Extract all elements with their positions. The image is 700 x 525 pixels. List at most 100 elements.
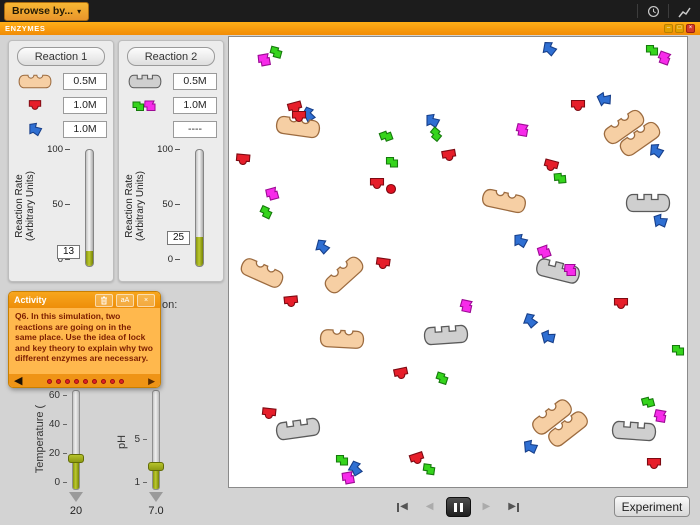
activity-dot[interactable] bbox=[82, 379, 88, 384]
substrate-blue-shape bbox=[652, 212, 671, 231]
enzyme-peach-shape bbox=[544, 407, 593, 451]
temperature-slider-fill bbox=[73, 457, 79, 489]
next-question-arrow[interactable]: ▶ bbox=[148, 376, 155, 386]
activity-dot[interactable] bbox=[46, 379, 52, 384]
substrate-green-shape bbox=[433, 369, 451, 387]
reaction1-gauge-fill bbox=[86, 250, 93, 266]
substrate-blue-shape bbox=[521, 311, 542, 332]
step-back-icon[interactable]: ◀ bbox=[420, 501, 440, 513]
activity-dot[interactable] bbox=[55, 379, 61, 384]
substrate-magenta-shape bbox=[655, 49, 673, 67]
trash-icon[interactable] bbox=[95, 293, 113, 307]
ph-slider-thumb[interactable] bbox=[148, 462, 164, 471]
reaction1-label: Reaction 1 bbox=[34, 50, 88, 63]
enzyme-peach-shape bbox=[479, 186, 528, 215]
activity-dot[interactable] bbox=[100, 379, 106, 384]
substrate-blue-shape bbox=[541, 40, 560, 59]
substrate-blue-shape bbox=[539, 327, 559, 347]
reaction2-substrate2-row: ---- bbox=[119, 117, 223, 141]
substrate-magenta-shape bbox=[340, 470, 356, 486]
substrate-magenta-shape bbox=[563, 263, 577, 277]
browse-by-label: Browse by... bbox=[12, 5, 74, 17]
substrate-magenta-shape bbox=[652, 408, 668, 424]
enzyme-peach-shape bbox=[528, 395, 577, 439]
window-titlebar: ENZYMES – □ × bbox=[0, 22, 700, 35]
substrate-blue-shape bbox=[345, 458, 367, 480]
reaction1-button[interactable]: Reaction 1 bbox=[17, 47, 105, 66]
toolbar-divider bbox=[668, 4, 669, 18]
temp-tick-label: 20 bbox=[48, 448, 60, 459]
substrate-magenta-shape bbox=[514, 122, 530, 138]
substrate-green-shape bbox=[421, 461, 437, 477]
activity-dot[interactable] bbox=[64, 379, 70, 384]
activity-dot[interactable] bbox=[109, 379, 115, 384]
temperature-slider-track[interactable] bbox=[72, 390, 80, 490]
font-size-button[interactable]: aA bbox=[116, 293, 134, 307]
temperature-slider-thumb[interactable] bbox=[68, 454, 84, 463]
maximize-icon[interactable]: □ bbox=[675, 24, 684, 33]
substrate-green-shape bbox=[426, 124, 446, 144]
reaction2-enzyme-row: 0.5M bbox=[119, 69, 223, 93]
substrate-blue-shape bbox=[522, 438, 539, 455]
ph-value: 7.0 bbox=[148, 505, 164, 517]
substrate-magenta-shape bbox=[458, 298, 475, 315]
substrate-red-shape bbox=[369, 177, 385, 190]
playback-bar: ◀ ◀ ▶ ▶ bbox=[228, 492, 688, 522]
activity-dot[interactable] bbox=[118, 379, 124, 384]
ph-slider: pH 5 1 7.0 bbox=[106, 358, 182, 525]
substrate-red-shape bbox=[374, 256, 392, 271]
prev-question-arrow[interactable]: ◀ bbox=[14, 375, 23, 387]
substrate-green-shape bbox=[335, 453, 349, 467]
activity-header[interactable]: Activity aA × bbox=[9, 292, 160, 308]
substrate-green-shape bbox=[377, 127, 395, 145]
substrate-green-shape bbox=[552, 170, 567, 185]
skip-to-end-icon[interactable]: ▶ bbox=[502, 501, 525, 513]
substrate-red-shape bbox=[291, 110, 307, 123]
section-label-fragment: on: bbox=[162, 299, 178, 311]
timer-icon[interactable] bbox=[645, 3, 661, 19]
minimize-icon[interactable]: – bbox=[664, 24, 673, 33]
browse-by-button[interactable]: Browse by... ▾ bbox=[4, 1, 90, 21]
reaction2-substrate1-concentration: 1.0M bbox=[173, 96, 217, 114]
reaction2-button[interactable]: Reaction 2 bbox=[127, 47, 215, 66]
chevron-down-icon: ▾ bbox=[77, 6, 82, 16]
simulation-canvas bbox=[228, 36, 688, 488]
reaction2-substrate1-row: 1.0M bbox=[119, 93, 223, 117]
experiment-button[interactable]: Experiment bbox=[614, 496, 690, 517]
temperature-slider: Temperature ( 60 40 20 0 20 bbox=[26, 358, 102, 525]
toolbar-divider bbox=[637, 4, 638, 18]
chart-icon[interactable] bbox=[676, 3, 692, 19]
reaction1-panel: Reaction 1 0.5M 1.0M 1.0M Reaction Rate(… bbox=[8, 40, 114, 282]
substrate-green-shape bbox=[257, 203, 276, 222]
substrate-red-shape bbox=[542, 157, 561, 174]
substrate-red-shape bbox=[613, 297, 629, 310]
popup-close-icon[interactable]: × bbox=[137, 293, 155, 307]
substrate-blue-shape bbox=[513, 233, 529, 249]
gauge-tick-label: 50 bbox=[37, 199, 70, 210]
ph-slider-track[interactable] bbox=[152, 390, 160, 490]
activity-dot[interactable] bbox=[73, 379, 79, 384]
reaction1-gauge-value: 13 bbox=[57, 244, 80, 259]
reaction2-gauge-label: Reaction Rate (Arbitrary Units) bbox=[124, 171, 146, 242]
skip-to-start-icon[interactable]: ◀ bbox=[391, 501, 414, 513]
reaction2-gauge-track bbox=[195, 149, 204, 267]
product-dot-shape bbox=[385, 183, 397, 195]
pause-button[interactable] bbox=[445, 497, 471, 517]
step-forward-icon[interactable]: ▶ bbox=[477, 501, 497, 513]
activity-dot[interactable] bbox=[91, 379, 97, 384]
reaction1-substrate2-row: 1.0M bbox=[9, 117, 113, 141]
substrate-magenta-shape bbox=[256, 52, 272, 68]
activity-title: Activity bbox=[14, 295, 47, 305]
substrate-red-shape bbox=[440, 148, 458, 164]
substrate-red-icon bbox=[15, 99, 55, 111]
substrate-red-shape bbox=[282, 294, 299, 309]
reaction2-panel: Reaction 2 0.5M 1.0M ---- Reaction Rate(… bbox=[118, 40, 224, 282]
close-icon[interactable]: × bbox=[686, 24, 695, 33]
reaction1-gauge-track bbox=[85, 149, 94, 267]
substrate-green-shape bbox=[385, 155, 399, 169]
enzyme-gray-shape bbox=[610, 419, 657, 442]
window-title: ENZYMES bbox=[5, 24, 46, 33]
reaction1-gauge-label: Reaction Rate (Arbitrary Units) bbox=[14, 171, 36, 242]
toolbar-right-icons bbox=[637, 3, 692, 19]
